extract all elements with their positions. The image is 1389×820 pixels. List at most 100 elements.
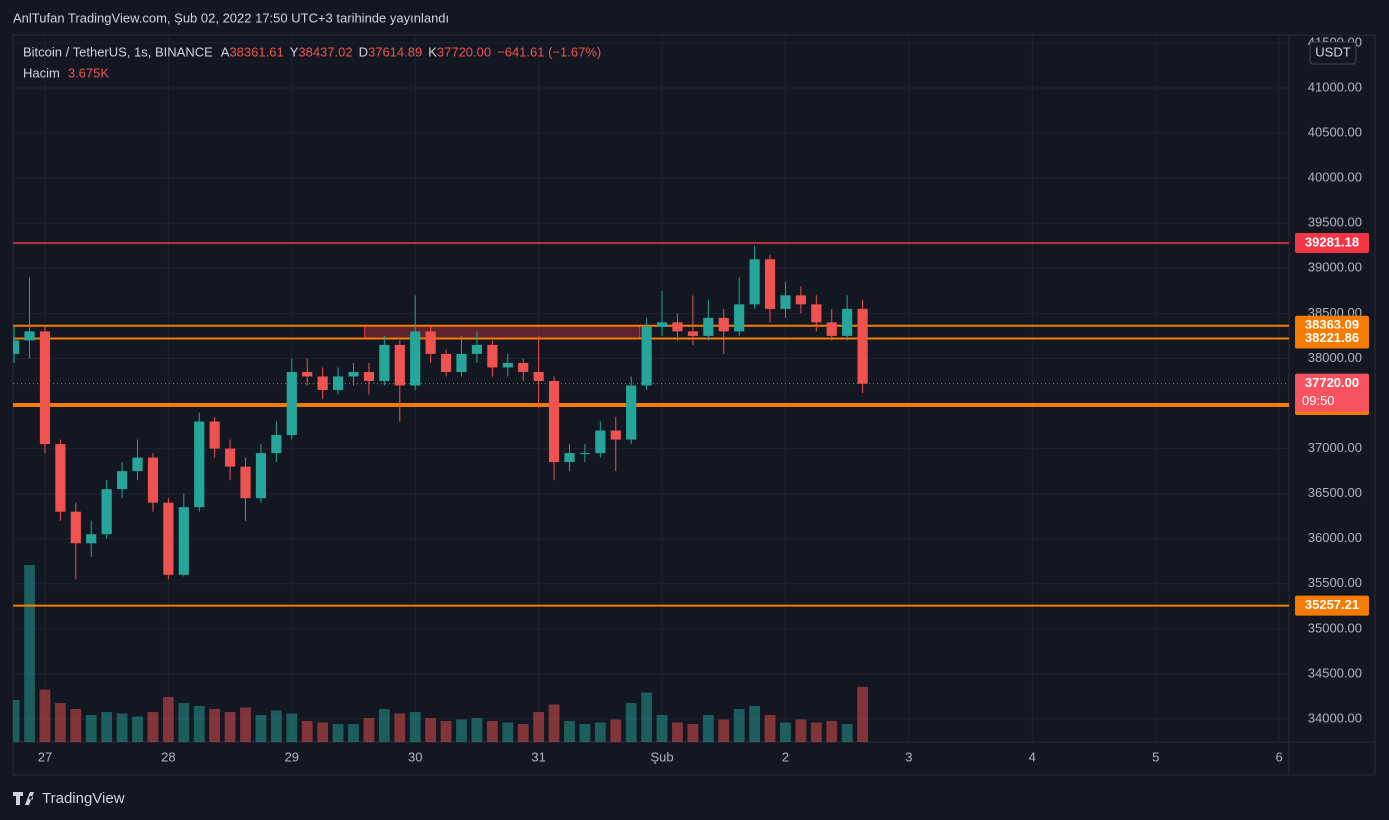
candle-body [286, 371, 297, 436]
candle-body [518, 362, 529, 372]
candle-body [209, 421, 220, 449]
candle-body [394, 344, 405, 386]
volume-bar [625, 703, 637, 742]
volume-bar [687, 724, 699, 742]
candle-body [55, 444, 66, 512]
ohlc-label: Y [290, 44, 299, 59]
volume-bar [594, 722, 606, 742]
volume-bar [24, 565, 35, 742]
candle-body [610, 430, 621, 440]
x-tick-label: 29 [285, 749, 299, 764]
currency: USDT [1315, 44, 1350, 59]
ohlc-value: 37720.00 [437, 44, 491, 59]
volume-bar [456, 719, 467, 742]
y-tick-label: 39500.00 [1308, 215, 1362, 230]
candle-body [271, 435, 282, 454]
candle-body [471, 344, 483, 354]
volume-bar [517, 724, 529, 742]
volume-value: 3.675K [68, 65, 110, 80]
candle-body [456, 353, 467, 372]
y-tick-label: 35500.00 [1308, 575, 1362, 590]
candle-body [255, 453, 267, 499]
volume-bar [440, 721, 452, 742]
pane [13, 35, 1289, 742]
volume-bar [409, 712, 421, 742]
volume-bar [301, 721, 313, 742]
candle-body [163, 502, 174, 575]
volume-bar [317, 722, 329, 742]
candle-body [656, 322, 668, 327]
x-tick-label: 28 [161, 749, 175, 764]
volume-bar [780, 722, 791, 742]
volume-bar [378, 709, 390, 742]
y-tick-label: 39000.00 [1308, 260, 1362, 275]
volume-bar [841, 724, 853, 742]
x-tick-label: Şub [650, 749, 673, 764]
level-label-bg [1295, 595, 1369, 616]
level-label-bg [1295, 232, 1369, 253]
candle-body [857, 308, 868, 384]
candle-body [842, 308, 853, 336]
volume-label: Hacim [23, 65, 60, 80]
last-price-bg [1295, 373, 1369, 412]
candle-body [579, 453, 591, 455]
y-tick-label: 41000.00 [1308, 79, 1362, 94]
volume-bar [826, 721, 838, 742]
candle-body [595, 430, 606, 454]
y-tick-label: 40500.00 [1308, 125, 1362, 140]
candle-body [749, 259, 760, 305]
candle-body [363, 371, 375, 381]
volume-bar [101, 712, 113, 742]
candle-body [86, 534, 97, 544]
candle-body [795, 295, 806, 305]
volume-bar [471, 718, 483, 742]
y-tick-label: 34000.00 [1308, 710, 1362, 725]
ohlc-value: 38361.61 [229, 44, 283, 59]
x-tick-label: 4 [1029, 749, 1036, 764]
volume-bar [533, 712, 545, 742]
volume-bar [70, 709, 82, 742]
volume-bar [718, 719, 730, 742]
ohlc-value: 38437.02 [298, 44, 352, 59]
last-price-label: 37720.00 [1305, 375, 1359, 390]
candle-body [564, 453, 575, 463]
level-label: 38221.86 [1305, 330, 1359, 345]
candle-body [379, 344, 390, 381]
candle-body [764, 259, 776, 309]
countdown: 09:50 [1302, 393, 1335, 408]
candle-body [718, 317, 729, 332]
change: −641.61 (−1.67%) [497, 44, 601, 59]
y-tick-label: 40000.00 [1308, 170, 1362, 185]
candle-body [132, 457, 143, 472]
candle-body [811, 304, 822, 323]
candle-body [440, 353, 452, 372]
volume-bar [641, 692, 653, 742]
brand-logo [13, 792, 34, 805]
volume-bar [162, 697, 174, 742]
x-tick-label: 27 [38, 749, 52, 764]
volume-bar [564, 721, 575, 742]
ohlc-label: A [221, 44, 230, 59]
volume-bar [548, 704, 560, 742]
volume-bar [270, 710, 282, 742]
level-label: 38363.09 [1305, 317, 1359, 332]
volume-bar [13, 700, 20, 742]
candle-body [13, 340, 20, 354]
candle-body [641, 326, 652, 386]
candle-body [502, 362, 513, 368]
level-label-bg [1295, 328, 1369, 349]
volume-bar [85, 715, 97, 742]
y-tick-label: 35000.00 [1308, 620, 1362, 635]
volume-bar [224, 712, 236, 742]
candle-body [302, 371, 313, 377]
candle-body [147, 457, 159, 503]
volume-bar [672, 722, 683, 742]
volume-bar [610, 719, 622, 742]
volume-bar [702, 715, 714, 742]
y-tick-label: 36000.00 [1308, 530, 1362, 545]
candle-body [780, 295, 791, 309]
candle-body [194, 421, 205, 508]
ohlc-label: K [428, 44, 437, 59]
candle-body [24, 331, 35, 341]
